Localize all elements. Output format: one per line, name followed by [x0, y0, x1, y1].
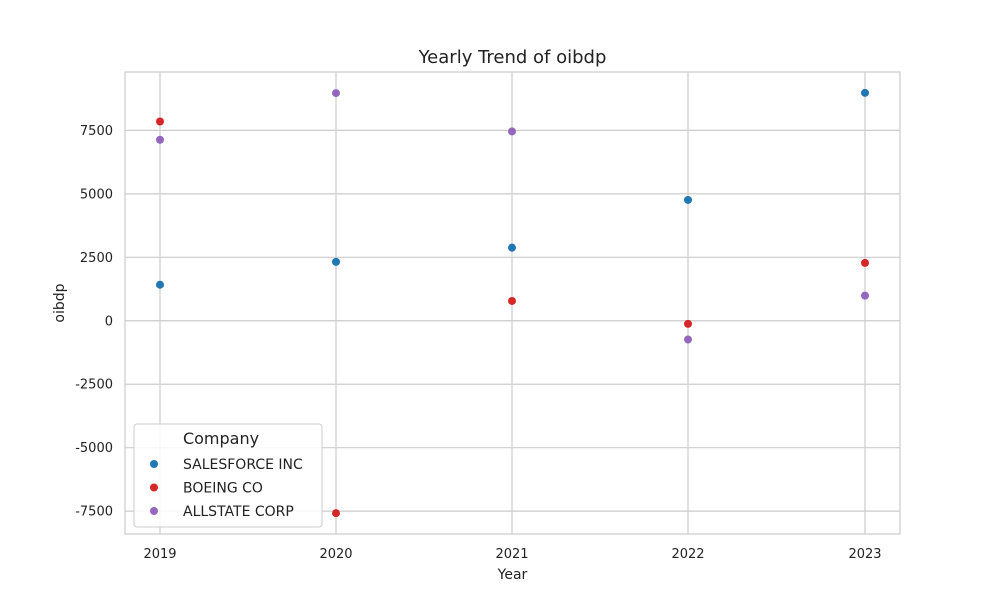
y-tick-label: -5000: [75, 441, 113, 456]
data-point: [332, 257, 340, 266]
x-tick-label: 2020: [319, 547, 352, 562]
data-point: [156, 135, 164, 144]
y-tick-label: -7500: [75, 505, 113, 520]
x-tick-label: 2021: [495, 547, 528, 562]
y-tick-label: 2500: [80, 251, 113, 266]
x-tick-label: 2022: [671, 547, 704, 562]
data-point: [861, 258, 869, 267]
legend-label: SALESFORCE INC: [183, 457, 303, 473]
data-point: [684, 195, 692, 204]
data-point: [332, 89, 340, 98]
data-point: [156, 280, 164, 289]
data-point: [508, 243, 516, 252]
y-tick-label: 0: [105, 314, 113, 329]
legend-marker: [150, 483, 158, 492]
data-point: [156, 117, 164, 126]
tick-layer: -7500 -5000 -2500 0 2500 5000 7500 2019 2020 2021…: [75, 124, 881, 562]
legend-label: BOEING CO: [183, 481, 263, 497]
legend-items: SALESFORCE INC BOEING CO ALLSTATE CORP: [150, 457, 303, 520]
data-point: [684, 335, 692, 344]
y-tick-label: 5000: [80, 187, 113, 202]
y-tick-label: -2500: [75, 378, 113, 393]
data-point: [861, 291, 869, 300]
x-tick-label: 2023: [848, 547, 881, 562]
data-point: [332, 509, 340, 518]
legend: Company SALESFORCE INC BOEING CO ALLSTATE …: [133, 423, 323, 528]
chart-title: Yearly Trend of oibdp: [418, 47, 607, 68]
legend-label: ALLSTATE CORP: [183, 504, 294, 520]
legend-marker: [150, 460, 158, 468]
y-axis-title: oibdp: [52, 283, 68, 322]
plot-frame: [124, 71, 901, 535]
x-axis-title: Year: [497, 567, 528, 583]
data-point: [861, 88, 869, 97]
data-point: [508, 296, 516, 305]
legend-title: Company: [183, 429, 259, 448]
x-tick-label: 2019: [143, 547, 176, 562]
y-tick-label: 7500: [80, 124, 113, 139]
data-point: [508, 127, 516, 136]
legend-box: [133, 423, 323, 528]
legend-marker: [150, 507, 158, 515]
data-point: [684, 319, 692, 328]
point-layer: [156, 88, 869, 518]
